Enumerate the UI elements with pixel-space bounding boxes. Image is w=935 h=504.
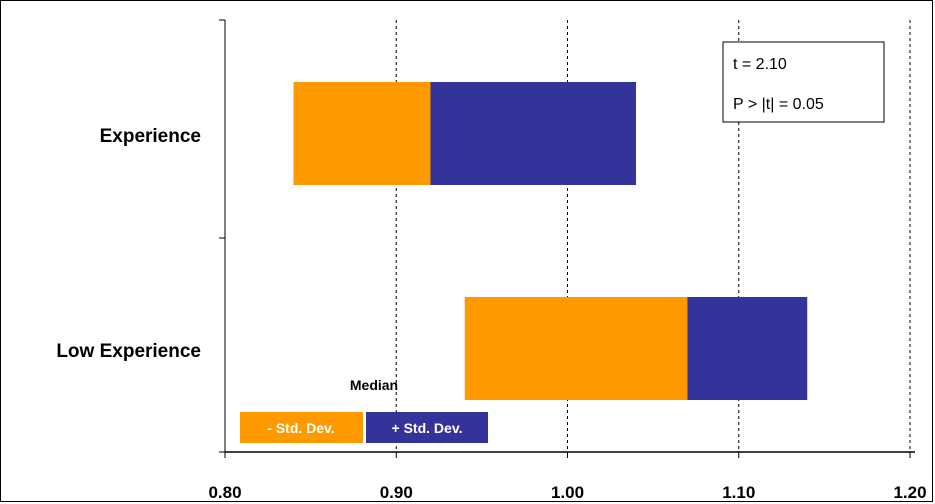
x-tick-labels: 0.80 0.90 1.00 1.10 1.20 xyxy=(208,452,927,502)
x-tick-label: 0.80 xyxy=(208,483,241,502)
minus-std-bar-1 xyxy=(464,297,688,400)
legend-plus-swatch xyxy=(366,412,488,443)
stats-box-frame xyxy=(722,41,885,123)
category-label: Experience xyxy=(100,126,201,147)
plus-std-bar-0 xyxy=(430,82,636,185)
y-ticks xyxy=(219,19,225,453)
x-tick-label: 1.10 xyxy=(722,483,755,502)
plus-std-bar-1 xyxy=(687,297,808,400)
stats-p-value: P > |t| = 0.05 xyxy=(733,96,824,113)
bars xyxy=(293,82,808,400)
legend-minus-swatch xyxy=(240,412,363,443)
legend: Median - Std. Dev. + Std. Dev. xyxy=(240,377,488,443)
legend-plus-label: + Std. Dev. xyxy=(392,420,463,436)
category-labels: Experience Low Experience xyxy=(56,126,201,362)
x-tick-label: 0.90 xyxy=(380,483,413,502)
minus-std-bar-0 xyxy=(293,82,431,185)
x-tick-label: 1.00 xyxy=(551,483,584,502)
category-label: Low Experience xyxy=(56,341,201,362)
legend-minus-label: - Std. Dev. xyxy=(267,420,334,436)
x-tick-label: 1.20 xyxy=(893,483,926,502)
legend-median-label: Median xyxy=(350,377,398,393)
stats-box: t = 2.10 P > |t| = 0.05 xyxy=(722,41,885,123)
stats-t-value: t = 2.10 xyxy=(733,56,787,73)
